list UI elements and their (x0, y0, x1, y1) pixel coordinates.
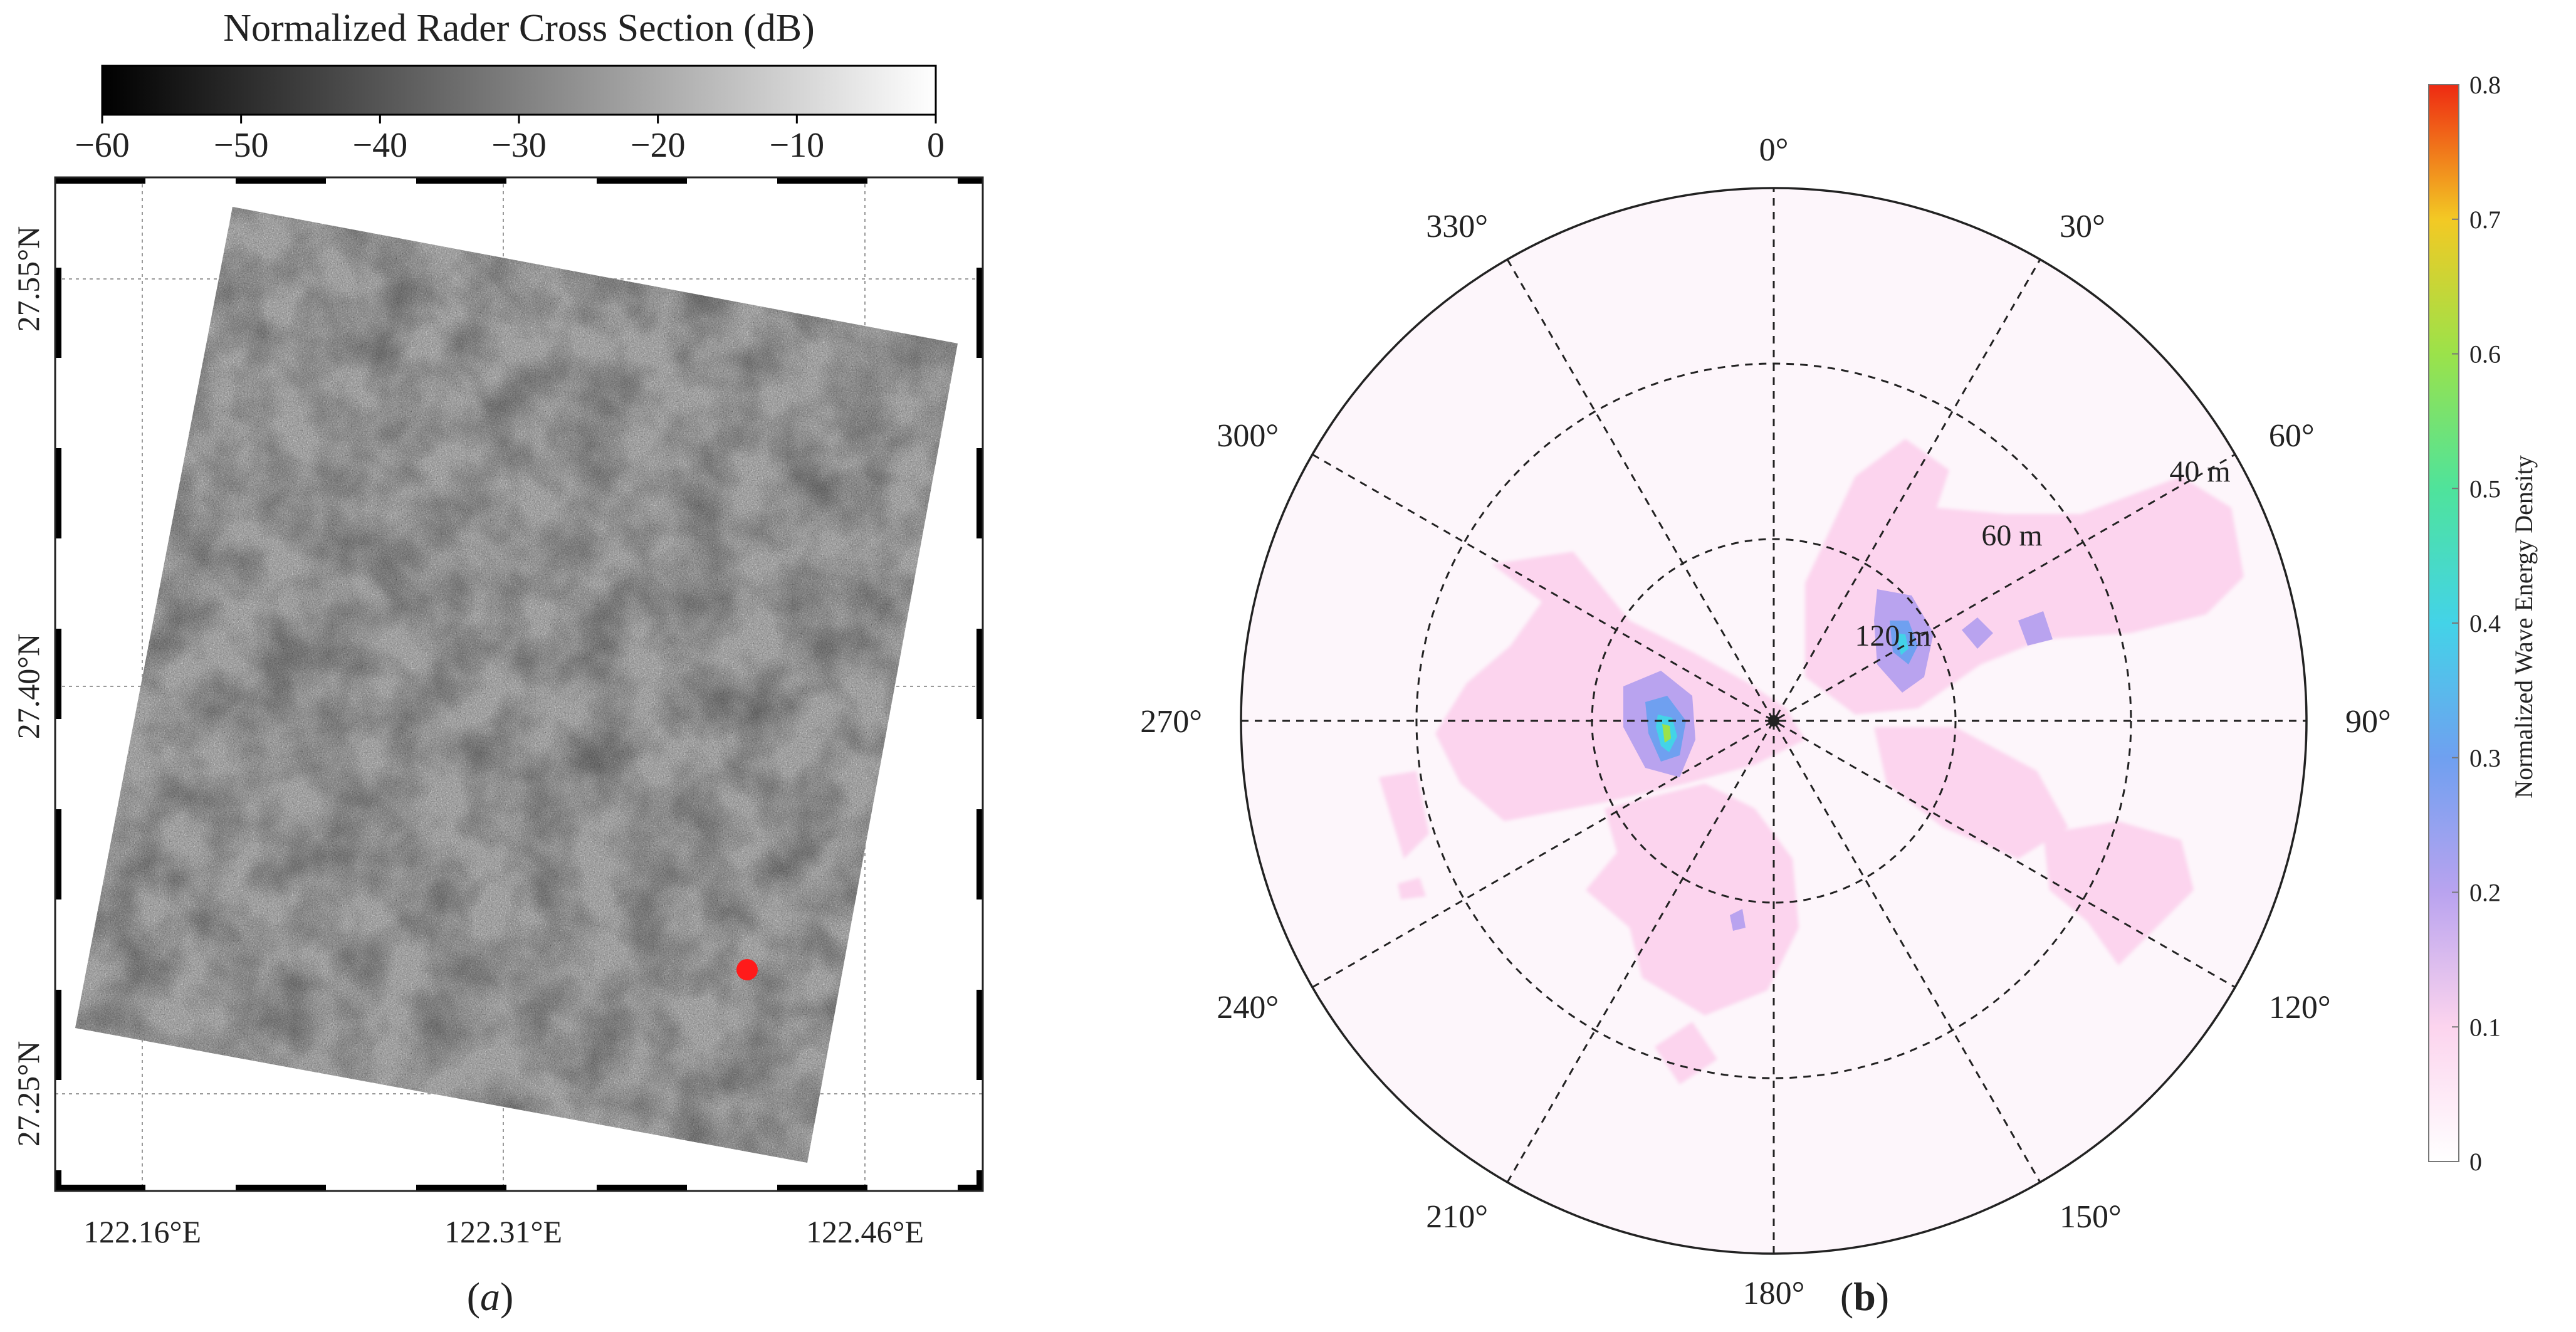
angle-labels: 0° 30° 60° 90° 120° 150° 180° 210° 240° 270° 300° 3… (1140, 132, 2391, 1311)
energy-contours (1379, 439, 2244, 1084)
border-tick-left (55, 809, 61, 899)
lon-label-122-31: 122.31°E (444, 1214, 562, 1249)
polar-spoke (1506, 259, 2041, 1183)
colorbar-b-tick-label: 0 (2469, 1148, 2482, 1176)
angle-label: 210° (1426, 1199, 1488, 1235)
ring-label-60m: 60 m (1981, 519, 2042, 552)
colorbar-a-tick-label: −20 (631, 126, 686, 165)
colorbar-a-tick-label: −50 (214, 126, 269, 165)
panel-a-label: (a) (467, 1274, 514, 1319)
colorbar-b-ticks: 0 0.1 0.2 0.3 0.4 0.5 0.6 0.7 0.8 (2452, 71, 2501, 1176)
panel-b: 0° 30° 60° 90° 120° 150° 180° 210° 240° 270° 300° 3… (1140, 71, 2538, 1319)
colorbar-b-tick-label: 0.8 (2469, 71, 2501, 99)
colorbar-b-tick-label: 0.6 (2469, 340, 2501, 369)
colorbar-a-title: Normalized Rader Cross Section (dB) (223, 7, 815, 50)
border-tick-bottom (958, 1185, 983, 1191)
lon-label-122-16: 122.16°E (83, 1214, 201, 1249)
angle-label: 330° (1426, 209, 1488, 244)
border-tick-right (976, 990, 983, 1080)
angle-label: 240° (1217, 990, 1279, 1025)
sar-image (75, 207, 958, 1163)
border-tick-top (958, 177, 983, 184)
ring-label-40m: 40 m (2169, 455, 2230, 488)
angle-label: 90° (2345, 704, 2391, 740)
border-tick-right (976, 448, 983, 538)
border-tick-top (597, 177, 687, 184)
polar-spoke (1312, 453, 2236, 989)
angle-label: 300° (1217, 418, 1279, 454)
colorbar-b-tick-label: 0.1 (2469, 1013, 2501, 1041)
sar-dark-patches (75, 207, 958, 1163)
panel-b-label: (b) (1840, 1274, 1889, 1319)
lat-label-27-40: 27.40°N (11, 634, 46, 740)
angle-label: 150° (2060, 1199, 2122, 1235)
colorbar-b-tick-label: 0.7 (2469, 206, 2501, 234)
polar-outer-circle (1240, 187, 2308, 1255)
colorbar-a-tick-label: −10 (770, 126, 825, 165)
polar-spoke (1312, 453, 2236, 989)
border-tick-left (55, 268, 61, 358)
angle-label: 30° (2060, 209, 2105, 244)
angle-label: 120° (2269, 990, 2331, 1025)
angle-label: 60° (2269, 418, 2315, 454)
panel-a: Normalized Rader Cross Section (dB) −60−… (11, 7, 984, 1319)
border-tick-left (55, 990, 61, 1080)
colorbar-a-tick-label: 0 (927, 126, 945, 165)
contour-level-top (1662, 724, 1671, 743)
colorbar-a (101, 65, 937, 116)
colorbar-b-title: Normalized Wave Energy Density (2510, 455, 2538, 798)
colorbar-b-tick-label: 0.2 (2469, 879, 2501, 907)
border-tick-bottom (416, 1185, 506, 1191)
angle-label: 180° (1743, 1276, 1805, 1311)
lon-label-122-46: 122.46°E (806, 1214, 924, 1249)
ring-label-120m: 120 m (1855, 619, 1930, 653)
colorbar-a-ticks: −60 −50 −40 −30 −20 −10 0 (75, 115, 945, 165)
colorbar-a-tick-label: −60 (75, 126, 130, 165)
lat-label-27-25: 27.25°N (11, 1041, 46, 1147)
angle-label: 0° (1759, 132, 1789, 168)
border-tick-left (55, 629, 61, 719)
border-tick-bottom (236, 1185, 326, 1191)
border-tick-left (55, 1170, 61, 1191)
border-tick-right (976, 629, 983, 719)
map-inner-frame (54, 176, 984, 1192)
colorbar-b-tick-label: 0.5 (2469, 475, 2501, 503)
colorbar-a-tick-label: −30 (491, 126, 547, 165)
border-tick-top (55, 177, 145, 184)
colorbar-b-tick-label: 0.4 (2469, 609, 2501, 637)
border-tick-left (55, 448, 61, 538)
polar-center-dot (1768, 715, 1779, 726)
lat-label-27-55: 27.55°N (11, 226, 46, 332)
border-tick-top (236, 177, 326, 184)
polar-spoke (1506, 259, 2041, 1183)
border-tick-top (777, 177, 867, 184)
border-tick-right (976, 1170, 983, 1191)
colorbar-a-tick-label: −40 (353, 126, 408, 165)
colorbar-b-tick-label: 0.3 (2469, 744, 2501, 772)
border-tick-top (416, 177, 506, 184)
map-border-ticks (55, 177, 983, 1191)
border-tick-bottom (597, 1185, 687, 1191)
angle-label: 270° (1140, 704, 1202, 740)
polar-grid (1241, 188, 2306, 1254)
border-tick-bottom (55, 1185, 145, 1191)
border-tick-right (976, 809, 983, 899)
border-tick-bottom (777, 1185, 867, 1191)
red-dot-icon (736, 959, 758, 980)
border-tick-right (976, 268, 983, 358)
